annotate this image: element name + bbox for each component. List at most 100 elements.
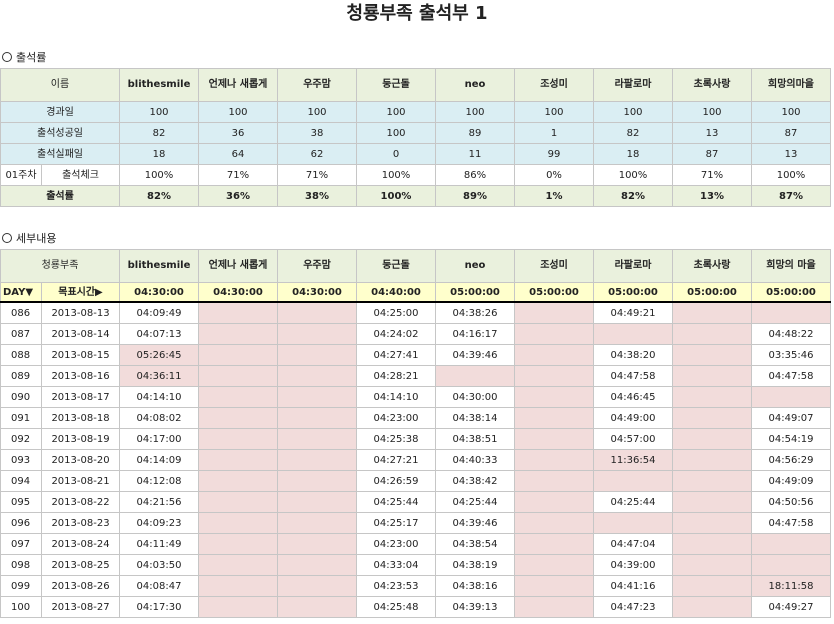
date-cell: 2013-08-26 [41, 575, 120, 597]
time-cell: 04:47:04 [593, 533, 673, 555]
time-cell [514, 449, 594, 471]
time-cell: 04:25:00 [356, 301, 436, 324]
time-cell [672, 449, 752, 471]
time-cell [672, 386, 752, 408]
check-value: 86% [435, 164, 515, 186]
time-cell: 04:21:56 [119, 491, 199, 513]
success-value: 13 [672, 122, 752, 144]
member-name-header: 라팔로마 [593, 68, 673, 102]
time-cell [277, 407, 357, 429]
fail-value: 99 [514, 143, 594, 165]
time-cell [277, 491, 357, 513]
time-cell [672, 596, 752, 618]
time-cell: 04:03:50 [119, 554, 199, 576]
member-name-header: 둥근돌 [356, 249, 436, 283]
time-cell: 04:25:48 [356, 596, 436, 618]
time-cell [277, 533, 357, 555]
check-value: 71% [672, 164, 752, 186]
table-row: 090 2013-08-17 04:14:10 04:14:10 04:30:00 04:… [0, 386, 831, 408]
time-cell: 04:39:13 [435, 596, 515, 618]
time-cell: 04:07:13 [119, 323, 199, 345]
success-value: 100 [356, 122, 436, 144]
member-name-header: 우주맘 [277, 68, 357, 102]
time-cell: 04:38:20 [593, 344, 673, 366]
tribe-header: 청룡부족 [0, 249, 120, 283]
time-cell: 04:49:09 [751, 470, 831, 492]
time-cell [672, 491, 752, 513]
check-value: 100% [751, 164, 831, 186]
time-cell [277, 365, 357, 387]
time-cell: 04:48:22 [751, 323, 831, 345]
time-cell [198, 596, 278, 618]
time-cell: 04:25:44 [593, 491, 673, 513]
time-cell: 04:56:29 [751, 449, 831, 471]
time-cell: 05:26:45 [119, 344, 199, 366]
page-title: 청룡부족 출석부 1 [346, 3, 488, 24]
time-cell [514, 533, 594, 555]
fail-value: 18 [593, 143, 673, 165]
member-name-header: 둥근돌 [356, 68, 436, 102]
day-number: 086 [0, 301, 42, 324]
time-cell: 04:25:44 [356, 491, 436, 513]
time-cell: 04:24:02 [356, 323, 436, 345]
time-cell: 04:09:23 [119, 512, 199, 534]
time-cell: 04:30:00 [435, 386, 515, 408]
time-cell [514, 596, 594, 618]
elapsed-value: 100 [593, 101, 673, 123]
time-cell [277, 301, 357, 324]
member-name-header: 희망의 마을 [751, 249, 831, 283]
time-cell: 04:23:00 [356, 533, 436, 555]
member-name-header: 조성미 [514, 249, 594, 283]
check-row: 01주차 출석체크 100% 71% 71% 100% 86% 0% 100% 71% 100% [0, 164, 831, 186]
member-name-header: 우주맘 [277, 249, 357, 283]
day-number: 097 [0, 533, 42, 555]
circle-bullet-icon [2, 233, 12, 243]
time-cell [672, 554, 752, 576]
table-row: 100 2013-08-27 04:17:30 04:25:48 04:39:13 04:… [0, 596, 831, 618]
time-cell [198, 449, 278, 471]
check-value: 71% [277, 164, 357, 186]
day-number: 087 [0, 323, 42, 345]
time-cell: 04:47:23 [593, 596, 673, 618]
time-cell [672, 470, 752, 492]
table-row: 094 2013-08-21 04:12:08 04:26:59 04:38:42 04:… [0, 470, 831, 492]
fail-value: 87 [672, 143, 752, 165]
time-cell [672, 301, 752, 324]
time-cell: 04:23:00 [356, 407, 436, 429]
success-label: 출석성공일 [0, 122, 120, 144]
elapsed-row: 경과일 100 100 100 100 100 100 100 100 100 [0, 101, 831, 123]
time-cell: 04:36:11 [119, 365, 199, 387]
rate-value: 100% [356, 185, 436, 207]
time-cell [277, 470, 357, 492]
time-cell: 04:38:16 [435, 575, 515, 597]
section-label-text: 세부내용 [16, 232, 57, 245]
goal-time-row: DAY▼ 목표시간▶ 04:30:00 04:30:00 04:30:00 04:40… [0, 282, 831, 303]
week-label: 01주차 [0, 164, 42, 186]
time-cell [198, 575, 278, 597]
time-cell [198, 365, 278, 387]
time-cell [751, 301, 831, 324]
date-cell: 2013-08-18 [41, 407, 120, 429]
day-number: 096 [0, 512, 42, 534]
time-cell [593, 323, 673, 345]
time-cell [672, 533, 752, 555]
goal-time-value: 04:30:00 [119, 282, 199, 303]
table-row: 088 2013-08-15 05:26:45 04:27:41 04:39:46 04:… [0, 344, 831, 366]
time-cell [514, 575, 594, 597]
time-cell: 04:46:45 [593, 386, 673, 408]
time-cell [277, 344, 357, 366]
day-number: 092 [0, 428, 42, 450]
date-cell: 2013-08-25 [41, 554, 120, 576]
time-cell: 04:38:42 [435, 470, 515, 492]
success-row: 출석성공일 82 36 38 100 89 1 82 13 87 [0, 122, 831, 144]
elapsed-value: 100 [119, 101, 199, 123]
success-value: 38 [277, 122, 357, 144]
rate-value: 36% [198, 185, 278, 207]
date-cell: 2013-08-13 [41, 301, 120, 324]
date-cell: 2013-08-21 [41, 470, 120, 492]
date-cell: 2013-08-20 [41, 449, 120, 471]
date-cell: 2013-08-19 [41, 428, 120, 450]
time-cell [277, 386, 357, 408]
time-cell: 04:47:58 [751, 512, 831, 534]
day-number: 091 [0, 407, 42, 429]
